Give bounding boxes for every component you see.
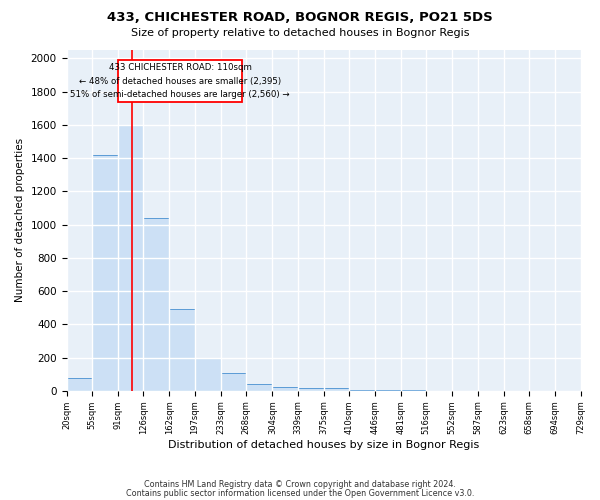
Bar [349,390,376,391]
Bar [298,388,324,391]
Text: 433, CHICHESTER ROAD, BOGNOR REGIS, PO21 5DS: 433, CHICHESTER ROAD, BOGNOR REGIS, PO21… [107,11,493,24]
Bar [92,154,118,391]
X-axis label: Distribution of detached houses by size in Bognor Regis: Distribution of detached houses by size … [168,440,479,450]
Bar [118,125,143,391]
Bar [247,384,272,391]
Bar [324,388,349,391]
Text: Contains public sector information licensed under the Open Government Licence v3: Contains public sector information licen… [126,488,474,498]
Bar [169,310,195,391]
Bar [143,218,169,391]
Y-axis label: Number of detached properties: Number of detached properties [15,138,25,302]
Bar [195,358,221,391]
Bar [67,378,92,391]
FancyBboxPatch shape [118,60,242,102]
Text: Contains HM Land Registry data © Crown copyright and database right 2024.: Contains HM Land Registry data © Crown c… [144,480,456,489]
Bar [272,386,298,391]
Bar [376,390,401,391]
Bar [221,374,247,391]
Text: 51% of semi-detached houses are larger (2,560) →: 51% of semi-detached houses are larger (… [70,90,290,99]
Text: ← 48% of detached houses are smaller (2,395): ← 48% of detached houses are smaller (2,… [79,76,281,86]
Text: 433 CHICHESTER ROAD: 110sqm: 433 CHICHESTER ROAD: 110sqm [109,63,251,72]
Text: Size of property relative to detached houses in Bognor Regis: Size of property relative to detached ho… [131,28,469,38]
